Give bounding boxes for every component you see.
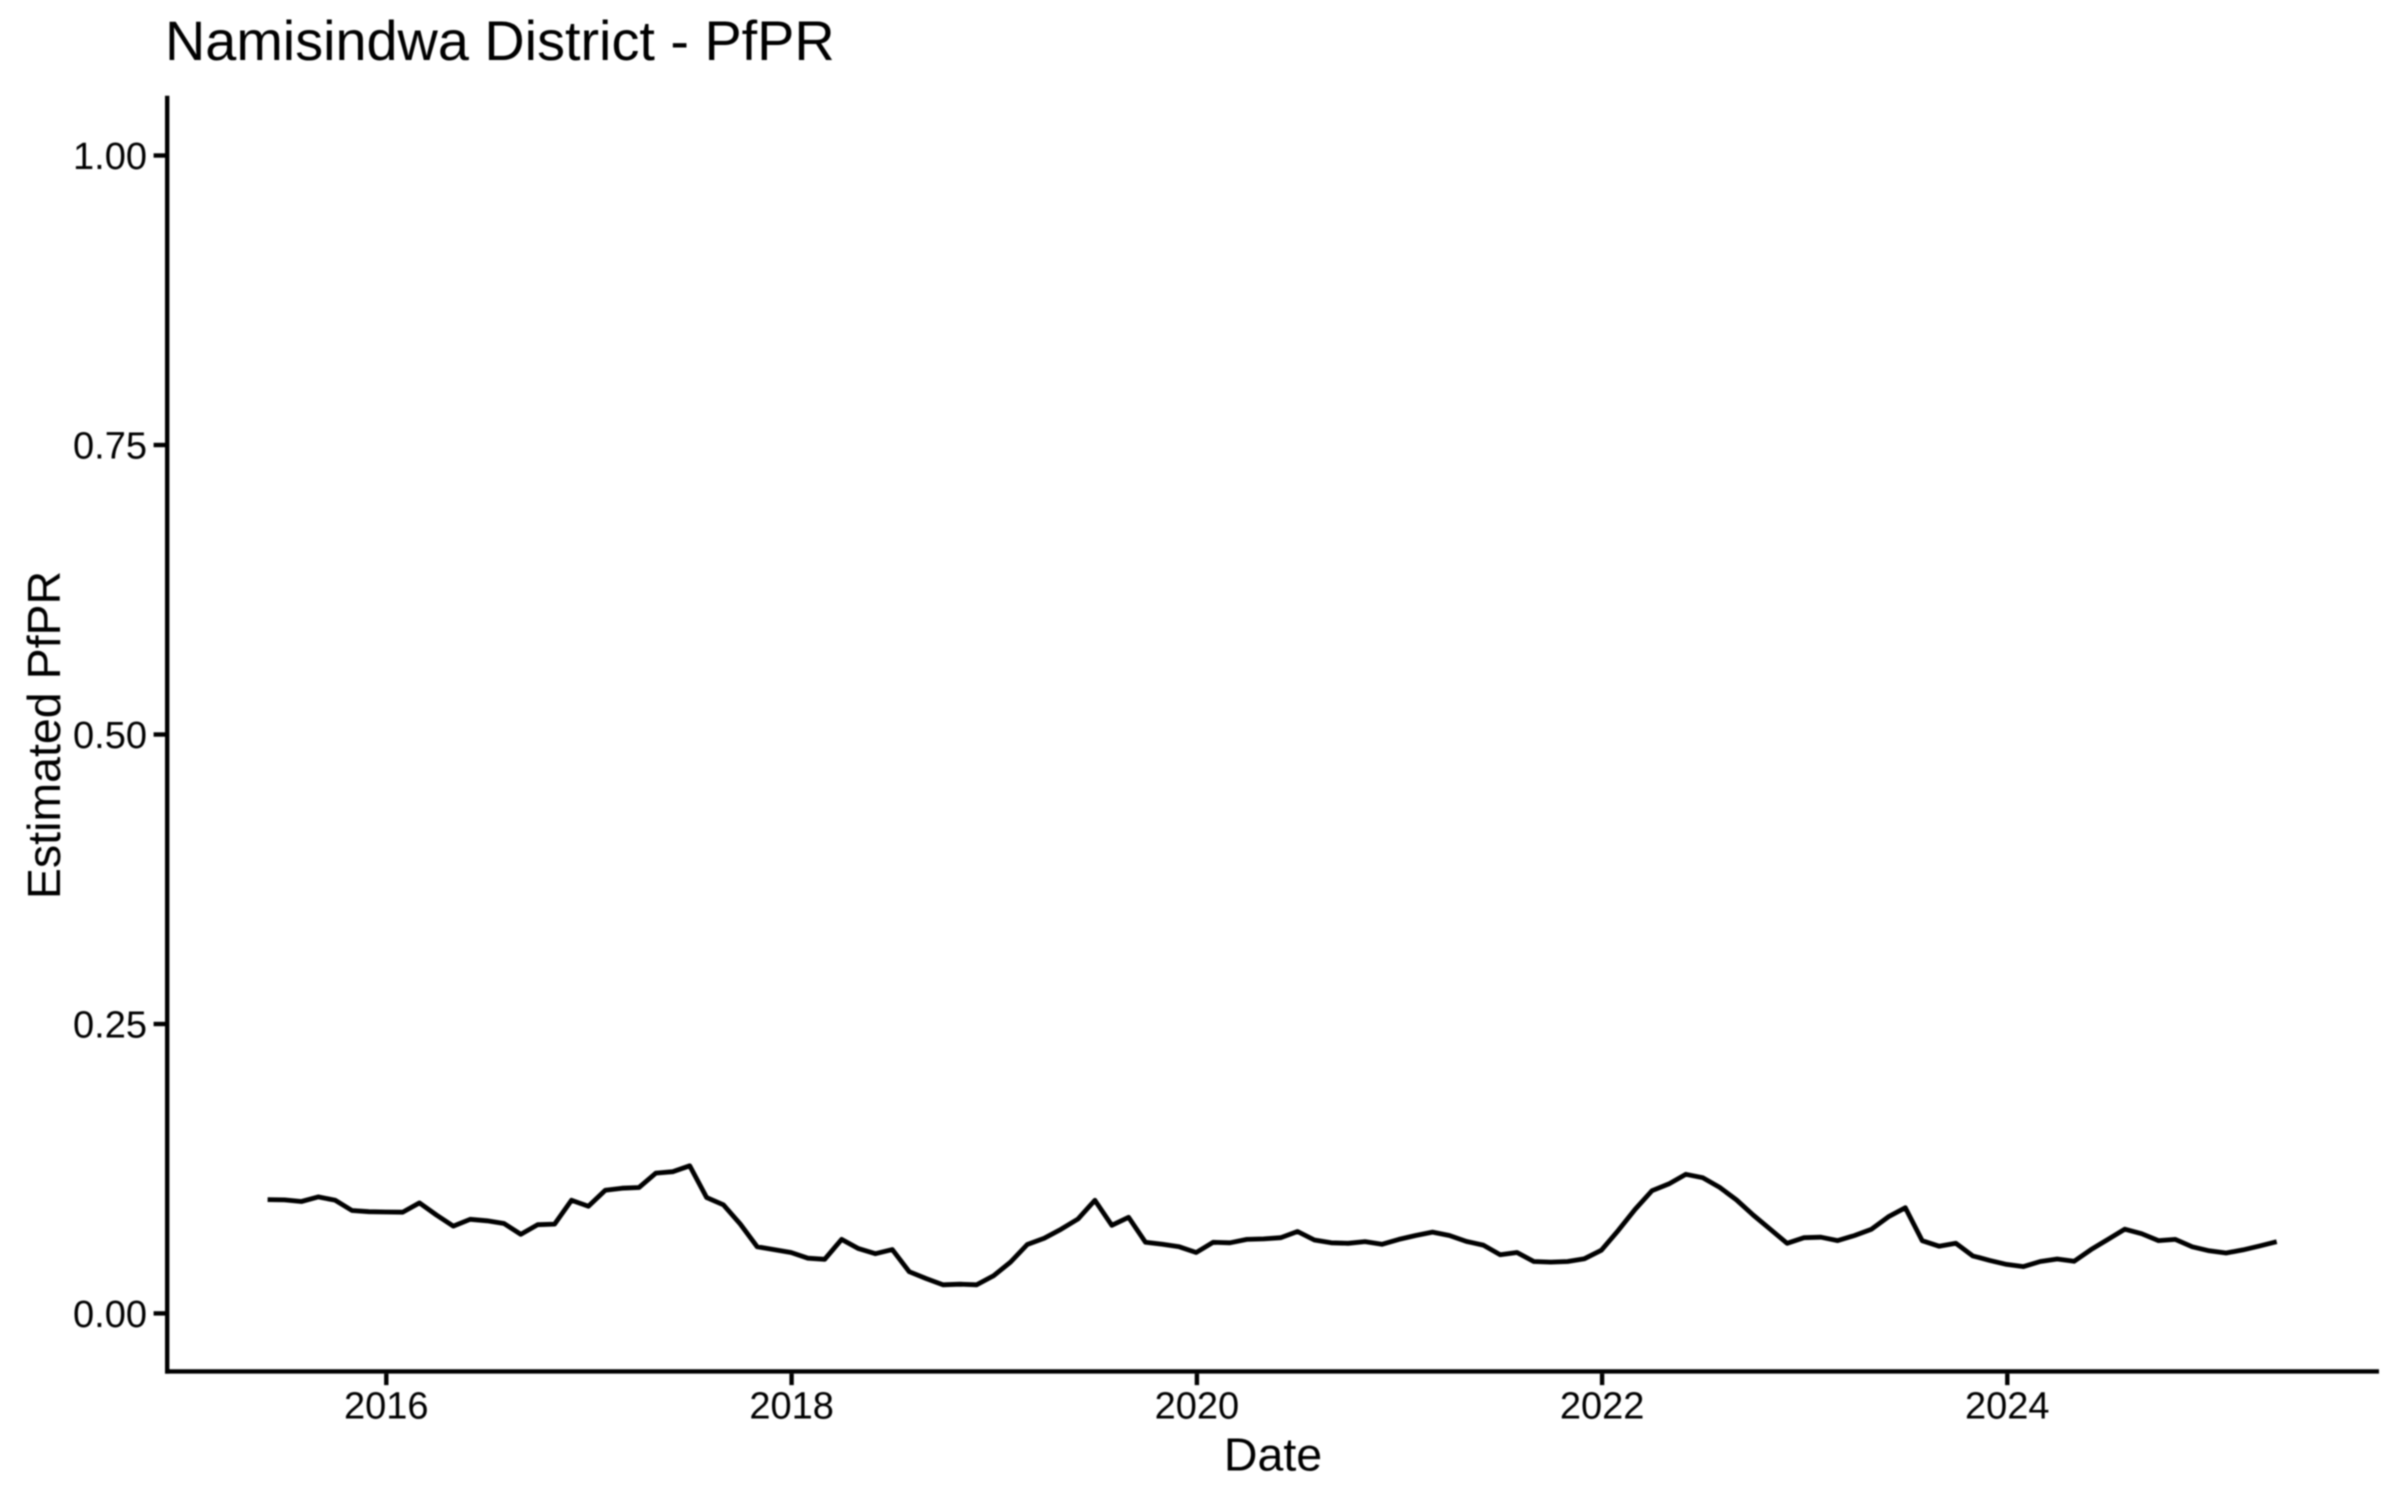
svg-text:0.25: 0.25 [73, 1005, 147, 1047]
svg-text:2022: 2022 [1560, 1385, 1645, 1427]
svg-text:2016: 2016 [344, 1385, 429, 1427]
svg-text:0.75: 0.75 [73, 426, 147, 468]
svg-text:Namisindwa District - PfPR: Namisindwa District - PfPR [165, 9, 835, 72]
svg-text:Date: Date [1224, 1429, 1322, 1481]
svg-text:2024: 2024 [1965, 1385, 2050, 1427]
svg-text:1.00: 1.00 [73, 136, 147, 178]
svg-text:0.50: 0.50 [73, 715, 147, 757]
svg-text:Estimated PfPR: Estimated PfPR [18, 571, 70, 899]
svg-text:2020: 2020 [1155, 1385, 1240, 1427]
svg-text:0.00: 0.00 [73, 1294, 147, 1336]
svg-text:2018: 2018 [749, 1385, 834, 1427]
